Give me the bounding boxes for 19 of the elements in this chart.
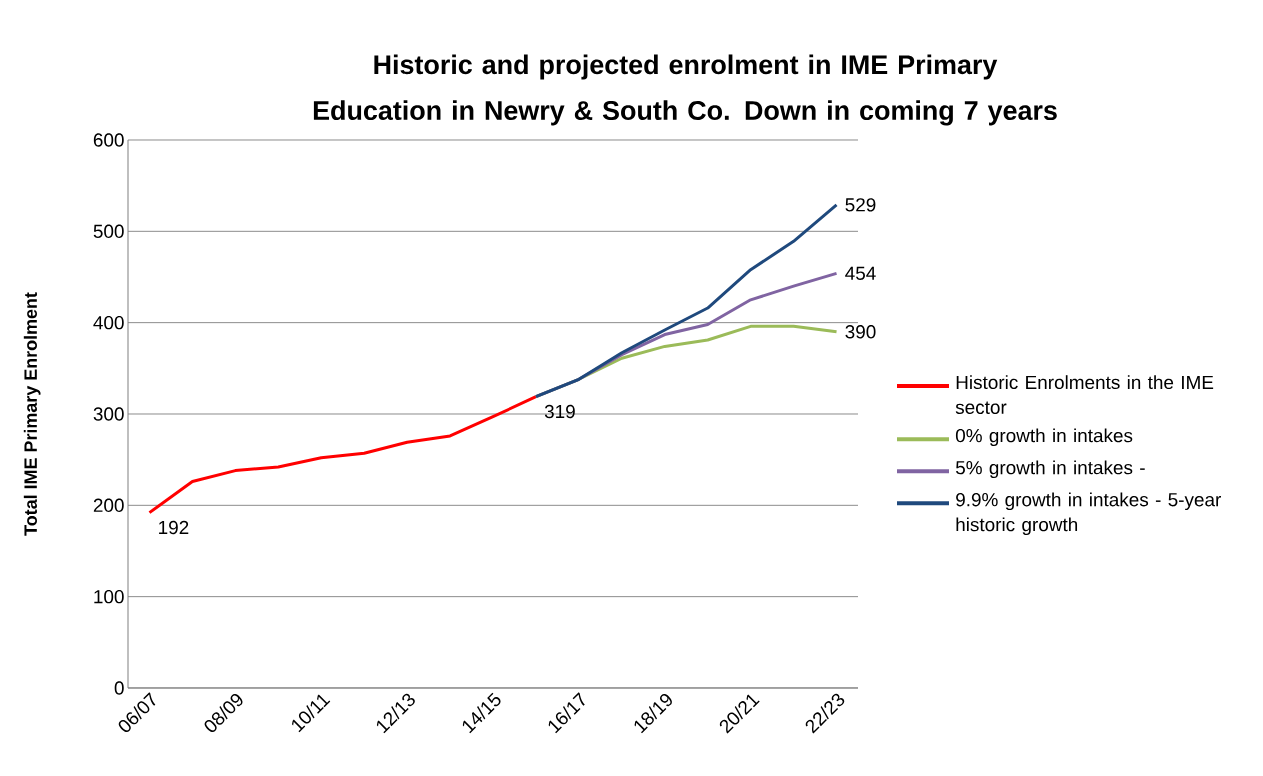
y-tick-label: 600 — [93, 133, 124, 147]
data-label: 319 — [544, 404, 575, 419]
line-series — [534, 203, 839, 399]
y-axis-title: Total IME Primary Enrolment — [23, 292, 41, 536]
y-tick-label: 100 — [94, 589, 124, 604]
legend-label: Historic Enrolments in the IME sector — [955, 375, 1214, 414]
data-label: 529 — [845, 198, 876, 212]
data-label: 390 — [845, 325, 876, 339]
legend-label: 9.9% growth in intakes - 5-year historic growth — [956, 492, 1222, 536]
y-tick-label: 200 — [93, 498, 124, 513]
legend-label: 0% growth in intakes — [955, 428, 1133, 447]
chart-title: Historic and projected enrolment in IME Primary Education in Newry & South Co. Down in coming 7 years — [313, 54, 1057, 126]
y-tick-label: 300 — [93, 407, 124, 421]
y-tick-label: 400 — [93, 315, 124, 330]
data-label: 454 — [845, 266, 876, 280]
line-series — [147, 395, 538, 515]
y-tick-label: 500 — [93, 224, 124, 239]
legend-label: 5% growth in intakes - — [955, 460, 1145, 479]
data-label: 192 — [159, 520, 189, 535]
